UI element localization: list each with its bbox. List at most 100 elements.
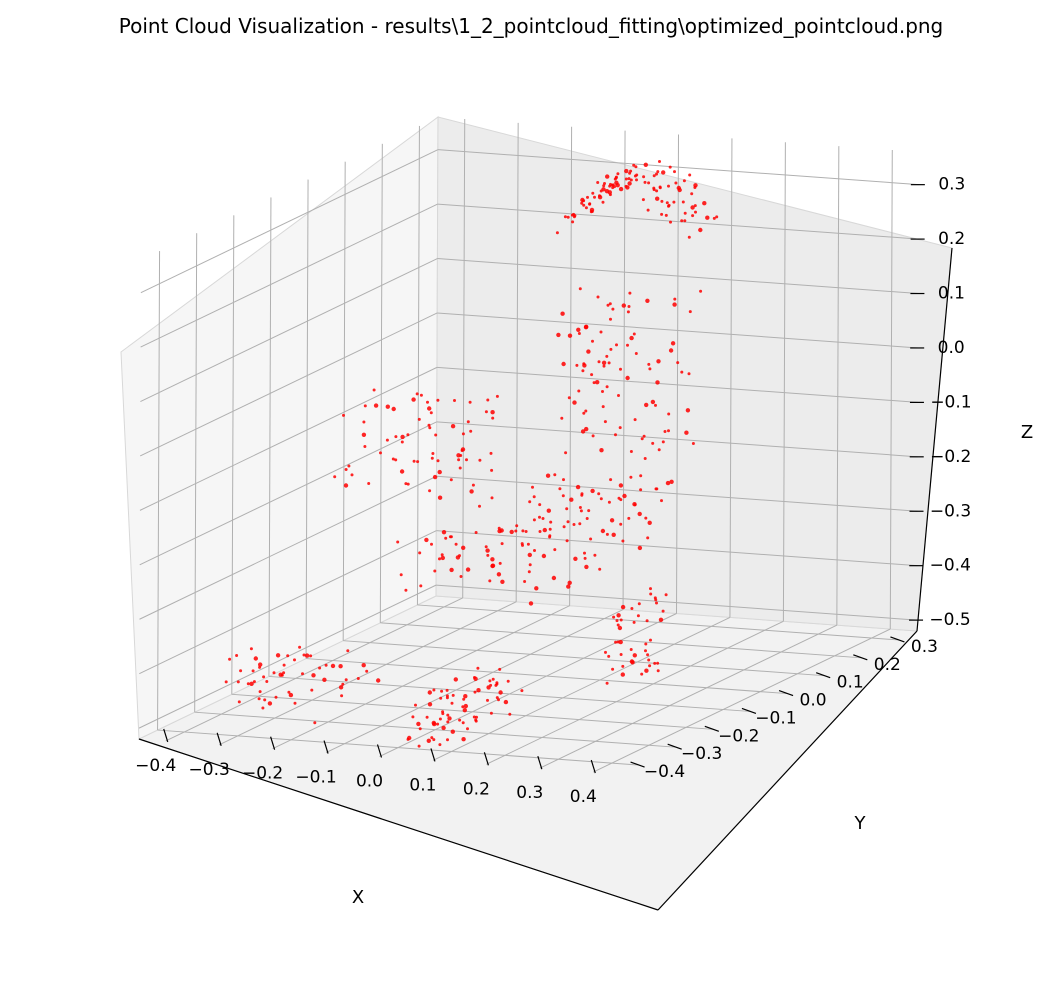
scatter-point — [400, 434, 405, 440]
scatter-point — [490, 468, 494, 472]
scatter-point — [614, 180, 619, 185]
x-tick — [270, 736, 276, 750]
scatter-point — [563, 215, 567, 219]
scatter-point — [654, 403, 657, 407]
z-tick-label: −0.1 — [930, 392, 971, 412]
grid-line — [622, 130, 626, 610]
scatter-point — [275, 653, 281, 658]
scatter-point — [622, 493, 627, 499]
y-tick-label: −0.1 — [755, 708, 796, 728]
scatter-point — [712, 216, 716, 220]
scatter-point — [404, 588, 408, 592]
scatter-point — [621, 664, 625, 668]
grid-line — [436, 366, 918, 403]
scatter-point — [249, 647, 253, 651]
scatter-point — [548, 534, 552, 538]
scatter-point — [450, 424, 456, 429]
z-tick-label: 0.2 — [938, 229, 965, 249]
x-tick — [537, 755, 543, 770]
scatter-point — [589, 537, 593, 541]
scatter-point — [346, 649, 350, 653]
scatter-point — [343, 483, 349, 488]
scatter-point — [494, 683, 498, 687]
scatter-point — [643, 180, 647, 184]
scatter-point — [541, 517, 545, 520]
scatter-point — [486, 553, 490, 557]
scatter-point — [661, 170, 666, 175]
y-tick — [741, 707, 757, 715]
scatter-point — [416, 460, 420, 464]
scatter-point — [263, 698, 267, 702]
scatter-point — [251, 669, 255, 673]
scatter-point — [627, 177, 631, 181]
scatter-point — [639, 488, 643, 492]
scatter-point — [652, 188, 656, 192]
scatter-point — [658, 160, 661, 163]
scatter-point — [414, 703, 417, 707]
scatter-point — [599, 330, 603, 334]
scatter-point — [465, 458, 468, 462]
scatter-point — [612, 615, 616, 619]
scatter-point — [301, 672, 304, 676]
scatter-point — [469, 489, 474, 494]
scatter-point — [318, 666, 322, 670]
scatter-point — [590, 373, 594, 377]
grid-line — [218, 601, 517, 746]
grid-line — [139, 366, 438, 511]
scatter-point — [609, 478, 613, 482]
scatter-point — [356, 677, 360, 680]
scatter-point — [265, 680, 269, 683]
x-axis-line — [138, 738, 659, 911]
scatter-point — [440, 689, 444, 693]
scatter-point — [580, 429, 586, 434]
scatter-point — [661, 609, 665, 613]
scatter-point — [324, 663, 328, 667]
scatter-point — [577, 332, 581, 335]
scatter-point — [474, 719, 478, 723]
scatter-point — [665, 201, 669, 205]
scatter-point — [660, 199, 664, 203]
scatter-point — [601, 390, 604, 393]
scatter-point — [468, 400, 472, 404]
scatter-point — [656, 170, 660, 174]
scatter-point — [521, 529, 525, 533]
scatter-point — [607, 190, 612, 195]
scatter-point — [621, 303, 626, 308]
scatter-point — [436, 398, 440, 402]
scatter-point — [667, 184, 670, 188]
scatter-point — [627, 181, 632, 186]
scatter-point — [450, 701, 454, 705]
scatter-point — [453, 399, 456, 402]
scatter-point — [585, 517, 589, 520]
scatter-point — [385, 438, 389, 442]
scatter-point — [611, 667, 615, 671]
grid-line — [462, 118, 466, 598]
scatter-point — [426, 738, 431, 743]
scatter-point — [406, 433, 410, 437]
scatter-point — [667, 412, 671, 416]
scatter-point — [363, 445, 367, 448]
scatter-point — [624, 168, 629, 174]
scatter-point — [614, 640, 618, 644]
scatter-point — [527, 570, 531, 574]
scatter-point — [611, 307, 615, 311]
scatter-point — [425, 715, 429, 719]
scatter-point — [258, 690, 262, 694]
scatter-point — [618, 639, 623, 645]
scatter-point — [632, 653, 637, 658]
scatter-point — [687, 235, 691, 239]
scatter-point — [475, 715, 478, 719]
scatter-point — [667, 203, 671, 207]
scatter-point — [644, 668, 649, 673]
scatter-point — [619, 367, 622, 371]
scatter-point — [246, 682, 250, 686]
scatter-point — [488, 579, 492, 583]
grid-line — [432, 616, 731, 761]
scatter-point — [580, 492, 584, 496]
scatter-point — [576, 327, 581, 332]
scatter-point — [441, 710, 445, 714]
scatter-point — [449, 478, 453, 482]
scatter-point — [676, 361, 680, 365]
x-tick — [590, 759, 596, 774]
